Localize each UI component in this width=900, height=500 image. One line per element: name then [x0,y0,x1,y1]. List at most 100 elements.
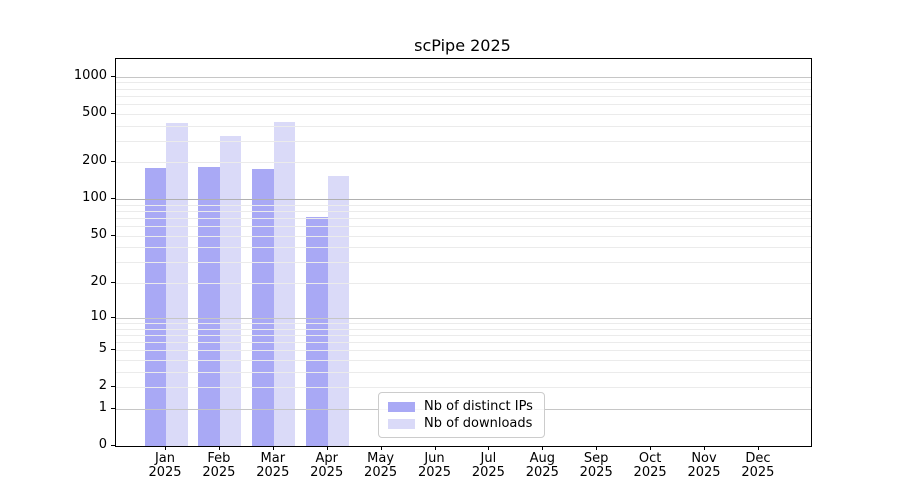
gridline-minor [116,82,811,84]
gridline-minor [116,162,811,164]
y-tick-mark [111,386,115,388]
gridline-minor [116,140,811,142]
plot-area [115,58,812,447]
x-tick-month: Aug [529,451,555,466]
x-tick-label: Sep 2025 [568,452,624,480]
gridline-minor [116,262,811,264]
x-tick-year: 2025 [364,465,398,480]
bar-distinct-ips-mar [252,168,274,446]
y-tick-label: 200 [82,153,107,169]
y-tick-label: 20 [90,274,107,290]
x-tick-year: 2025 [202,465,236,480]
x-tick-label: May 2025 [353,452,409,480]
legend-entry-downloads: Nb of downloads [388,416,535,431]
x-tick-month: Oct [638,451,662,466]
y-tick-mark [111,198,115,200]
y-tick-label: 0 [98,437,107,452]
x-tick-mark [380,446,382,450]
y-tick-label: 100 [82,190,107,206]
bar-distinct-ips-feb [198,166,220,446]
bar-downloads-apr [327,176,350,446]
gridline-minor [116,211,811,213]
x-tick-year: 2025 [687,465,721,480]
y-tick-mark [111,407,115,409]
gridline-minor [116,226,811,228]
gridline-minor [116,235,811,237]
x-tick-year: 2025 [148,465,182,480]
x-tick-label: Aug 2025 [514,452,570,480]
x-tick-month: Dec [745,451,771,466]
x-tick-mark [218,446,220,450]
gridline-minor [116,341,811,343]
y-tick-mark [111,161,115,163]
gridline-minor [116,95,811,97]
x-tick-mark [704,446,705,450]
x-tick-year: 2025 [525,465,559,480]
x-tick-mark [596,446,598,450]
legend-swatch-downloads [388,418,415,429]
legend-label-downloads: Nb of downloads [424,416,533,431]
x-tick-mark [272,446,274,450]
x-tick-year: 2025 [310,465,344,480]
x-tick-year: 2025 [471,465,505,480]
legend-swatch-distinct-ips [388,401,415,412]
x-tick-year: 2025 [633,465,667,480]
gridline-minor [116,350,811,352]
y-tick-label: 2 [98,378,107,394]
x-tick-month: Jun [424,451,445,466]
gridline-minor [116,247,811,249]
y-tick-label: 50 [90,226,107,242]
x-tick-mark [650,446,652,450]
y-tick-mark [111,349,115,351]
y-tick-mark [111,112,115,114]
x-tick-mark [165,446,166,450]
x-tick-year: 2025 [256,465,290,480]
x-tick-month: Jan [154,451,176,466]
gridline-minor [116,218,811,220]
gridline-major [116,199,811,201]
bar-distinct-ips-apr [306,217,328,446]
gridline-minor [116,328,811,330]
y-tick-label: 10 [90,308,107,324]
gridline-minor [116,283,811,285]
chart-title: scPipe 2025 [414,36,511,55]
x-tick-label: Apr 2025 [299,452,355,480]
y-tick-label: 500 [82,104,107,120]
gridline-minor [116,322,811,324]
bar-downloads-jan [166,122,188,446]
x-tick-mark [326,446,328,450]
x-tick-mark [434,446,436,450]
x-tick-month: Mar [260,451,286,466]
gridline-major [116,76,811,78]
x-tick-mark [488,446,490,450]
x-tick-month: Feb [207,451,231,466]
y-tick-label: 5 [98,341,107,357]
x-tick-year: 2025 [417,465,452,480]
y-tick-mark [111,75,115,77]
x-tick-month: Jul [480,451,497,466]
gridline-minor [116,88,811,90]
x-tick-year: 2025 [579,465,613,480]
y-tick-label: 1000 [73,67,107,83]
y-tick-label: 1 [98,399,107,415]
x-tick-label: Nov 2025 [676,452,732,480]
x-tick-label: Dec 2025 [730,452,786,480]
gridline-minor [116,113,811,115]
x-tick-label: Feb 2025 [191,452,247,480]
legend: Nb of distinct IPs Nb of downloads [378,392,545,438]
x-tick-month: Nov [691,451,717,466]
bar-distinct-ips-jan [144,168,166,446]
y-tick-mark [111,316,115,318]
x-tick-month: May [367,451,395,466]
y-tick-mark [111,234,115,236]
x-tick-mark [542,446,544,450]
gridline-minor [116,359,811,361]
y-tick-mark [111,282,115,284]
gridline-minor [116,204,811,206]
x-tick-label: Mar 2025 [245,452,301,480]
x-tick-label: Oct 2025 [622,452,678,480]
gridline-minor [116,334,811,336]
x-tick-mark [757,446,759,450]
gridline-minor [116,387,811,389]
gridline-minor [116,103,811,105]
